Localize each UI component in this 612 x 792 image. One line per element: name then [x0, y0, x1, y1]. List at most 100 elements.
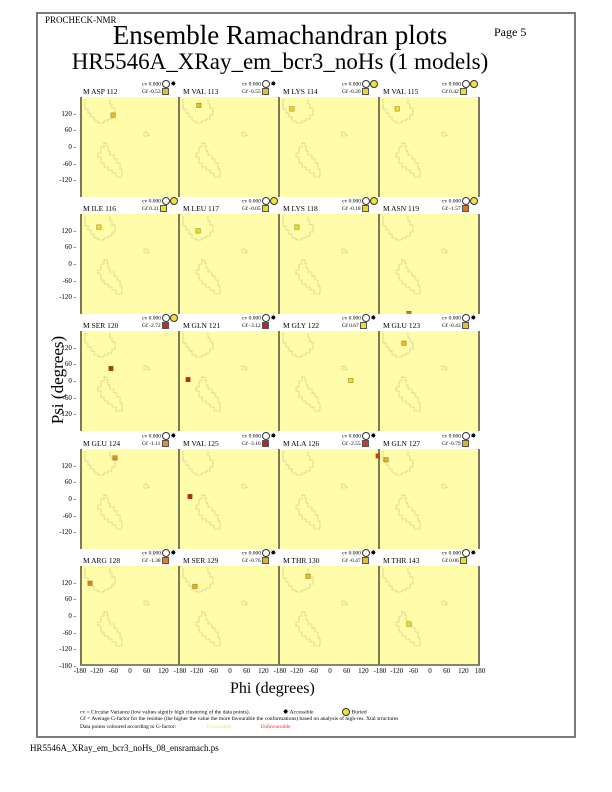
x-tick-label: -60: [108, 667, 118, 675]
x-tick-label: -180: [173, 667, 187, 675]
y-tick-label: 120 -: [61, 343, 76, 352]
x-tick-label: 120: [158, 667, 169, 675]
x-tick-label: -60: [408, 667, 418, 675]
cv-value: cv 0.000: [142, 81, 161, 88]
page-number: Page 5: [494, 25, 527, 39]
panel-residue-label: M GLN 127: [383, 439, 421, 448]
panel-residue-label: M ILE 116: [83, 204, 117, 213]
cv-value: cv 0.000: [342, 81, 361, 88]
gf-color-swatch: [462, 440, 470, 448]
allowed-region-outline: [395, 142, 421, 178]
x-tick-label: -120: [390, 667, 404, 675]
data-point: [305, 573, 311, 579]
y-tick-label: 0 -: [68, 612, 76, 620]
y-tick-label: 60 -: [64, 360, 76, 369]
cv-value: cv 0.000: [242, 433, 261, 440]
allowed-region-outline: [295, 611, 321, 647]
ramachandran-panel: [380, 214, 480, 314]
clock-icon: [362, 314, 371, 322]
clock-icon: [462, 432, 471, 440]
panel-stats: cv 0.000 ✸ Gf -0.79: [442, 432, 476, 448]
buried-icon: [370, 197, 379, 205]
accessible-icon: ✸: [370, 548, 377, 557]
y-tick-label: -60 -: [62, 628, 76, 637]
allowed-region-outline: [195, 142, 221, 178]
allowed-region-outline: [295, 142, 321, 178]
legend-unfavourable: Unfavourable: [260, 724, 291, 730]
clock-icon: [362, 197, 371, 205]
legend-accessible: Accessible: [289, 709, 314, 716]
allowed-region-outline: [182, 99, 214, 124]
accessible-icon: ✸: [170, 548, 177, 557]
legend-colour-text: Data points coloured according to G-fact…: [80, 724, 177, 730]
panel-residue-label: M VAL 113: [183, 87, 219, 96]
ramachandran-panel: [80, 214, 180, 314]
panel-stats: cv 0.000 ✸ Gf -0.76: [242, 549, 276, 565]
clock-icon: [362, 549, 371, 557]
panel-residue-label: M GLY 122: [283, 321, 320, 330]
clock-icon: [362, 432, 371, 440]
buried-icon: [470, 80, 479, 88]
accessible-icon: ✸: [282, 708, 289, 716]
buried-icon: [470, 197, 479, 205]
y-tick-label: 120 -: [61, 461, 76, 470]
ramachandran-panel: [80, 331, 180, 431]
panel-stats: cv 0.000 ✸ Gf 0.06: [442, 549, 476, 565]
gf-value: Gf -1.11: [142, 441, 161, 448]
allowed-region-outline: [97, 259, 123, 295]
allowed-region-outline: [143, 600, 150, 606]
cv-value: cv 0.000: [442, 315, 461, 322]
gf-color-swatch: [462, 205, 470, 213]
ramachandran-panel: [180, 331, 280, 431]
allowed-region-outline: [441, 131, 448, 137]
cv-value: cv 0.000: [242, 550, 261, 557]
y-tick-label: 120 -: [61, 226, 76, 235]
panel-plot: [182, 451, 248, 530]
allowed-region-outline: [84, 99, 116, 124]
x-tick-label: 0: [428, 667, 432, 675]
gf-color-swatch: [360, 322, 368, 330]
x-tick-label: -120: [290, 667, 304, 675]
panel-residue-label: M THR 130: [283, 556, 320, 565]
allowed-region-outline: [241, 248, 248, 254]
x-tick-label: 60: [343, 667, 351, 675]
panel-residue-label: M SER 129: [183, 556, 219, 565]
data-point: [375, 453, 380, 459]
x-tick-label: 120: [258, 667, 269, 675]
gf-color-swatch: [362, 88, 370, 96]
data-point: [96, 224, 102, 230]
panel-residue-label: M ARG 128: [83, 556, 121, 565]
y-tick-label: -60 -: [62, 393, 76, 402]
ramachandran-panel: [380, 449, 480, 549]
allowed-region-outline: [241, 483, 248, 489]
accessible-icon: ✸: [470, 431, 477, 440]
accessible-icon: ✸: [270, 431, 277, 440]
gf-color-swatch: [162, 322, 170, 330]
gf-color-swatch: [362, 440, 370, 448]
gf-color-swatch: [262, 557, 270, 565]
allowed-region-outline: [441, 600, 448, 606]
x-tick-label: 120: [458, 667, 469, 675]
y-tick-label: -120 -: [59, 410, 76, 419]
gf-value: Gf -0.18: [342, 206, 361, 213]
panel-plot: [182, 99, 248, 178]
panel-plot: [282, 333, 354, 412]
allowed-region-outline: [182, 451, 214, 476]
ramachandran-panel: [180, 566, 280, 666]
data-point: [195, 228, 201, 234]
panel-stats: cv 0.000 ✸ Gf -3.10: [242, 432, 276, 448]
y-tick-label: 0 -: [68, 260, 76, 268]
y-axis-label: Psi (degrees): [48, 335, 67, 425]
allowed-region-outline: [282, 568, 314, 593]
clock-icon: [162, 314, 171, 322]
panel-residue-label: M GLU 124: [83, 439, 121, 448]
ramachandran-panel: [280, 566, 380, 666]
allowed-region-outline: [395, 259, 421, 295]
allowed-region-outline: [84, 568, 116, 593]
allowed-region-outline: [97, 376, 123, 412]
panel-plot: [84, 568, 150, 647]
buried-icon: [370, 80, 379, 88]
y-tick-label: 60 -: [64, 126, 76, 135]
panel-plot: [282, 451, 380, 530]
panel-stats: cv 0.000 ✸ Gf -1.11: [142, 432, 176, 448]
